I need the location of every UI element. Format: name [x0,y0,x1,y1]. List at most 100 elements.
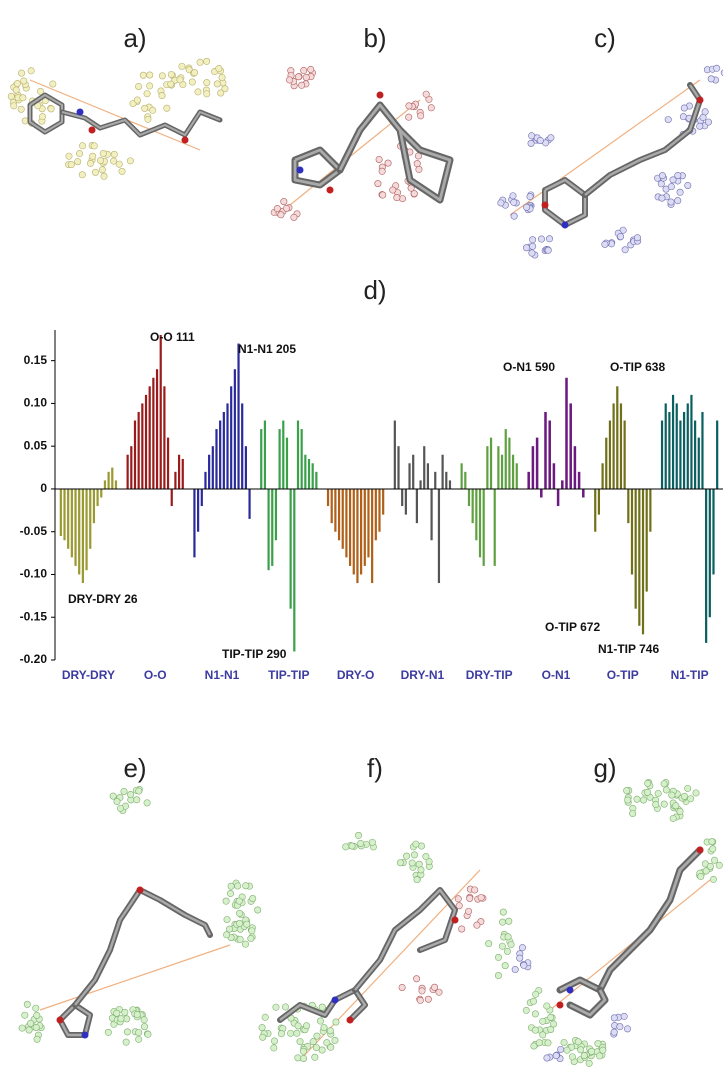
bar [260,429,263,489]
probe-sphere [158,72,166,80]
probe-sphere [163,104,171,112]
probe-sphere [78,171,86,179]
bar [159,335,162,489]
bar [649,488,652,532]
bar [114,480,118,489]
probe-sphere [249,894,257,902]
probe-sphere [620,1012,628,1020]
probe-sphere [529,236,537,244]
bar [679,420,682,489]
bar [356,488,359,584]
probe-sphere [676,188,684,196]
probe-sphere [536,136,544,144]
molecule-bond [566,986,609,1019]
probe-sphere [76,150,84,158]
probe-sphere [10,102,18,110]
bar [426,463,430,489]
probe-sphere [18,1024,26,1032]
probe-sphere [427,104,435,112]
probe-sphere [298,81,306,89]
probe-sphere [616,1023,624,1031]
bar [404,488,407,515]
probe-sphere [547,134,555,142]
bar [616,386,619,489]
probe-sphere [596,1052,604,1060]
probe-sphere [143,90,151,98]
atom [541,201,549,209]
bar [675,403,678,489]
probe-sphere [277,1030,285,1038]
bar [59,488,62,536]
probe-sphere [110,150,118,158]
probe-sphere [424,995,432,1003]
bar [267,488,270,571]
probe-sphere [98,166,106,174]
probe-sphere [599,1046,607,1054]
probe-sphere [580,1052,588,1060]
probe-sphere [79,142,87,150]
probe-sphere [544,1039,552,1047]
probe-sphere [516,954,524,962]
probe-sphere [511,966,519,974]
probe-sphere [120,787,128,795]
probe-sphere [178,62,186,70]
bar [401,488,404,507]
probe-sphere [543,1054,551,1062]
atom [561,221,569,229]
chart-title: d) [363,275,386,305]
bar [594,488,597,532]
probe-sphere [499,908,507,916]
probe-sphere [13,80,21,88]
atom [56,1016,64,1024]
atom [181,136,189,144]
probe-sphere [669,814,677,822]
probe-sphere [520,961,528,969]
probe-sphere [313,1032,321,1040]
bar [374,488,377,541]
panel-label: e) [123,753,146,783]
bar [423,446,426,489]
bar [511,454,515,489]
probe-sphere [158,92,166,100]
bar [352,488,355,575]
probe-sphere [527,139,535,147]
probe-sphere [498,942,506,950]
atom [296,166,304,174]
probe-sphere [425,858,433,866]
probe-sphere [223,916,231,924]
probe-sphere [585,1059,593,1067]
probe-sphere [667,198,675,206]
probe-sphere [680,792,688,800]
bar [74,488,77,566]
probe-sphere [300,1054,308,1062]
bar [100,488,103,498]
panel-label: a) [123,23,146,53]
probe-sphere [144,1030,152,1038]
molecule-bond-highlight [354,888,457,991]
probe-sphere [97,156,105,164]
probe-sphere [32,1023,40,1031]
probe-sphere [277,211,285,219]
bar [448,480,452,489]
bar [478,488,482,558]
probe-sphere [494,953,502,961]
probe-sphere [281,1003,289,1011]
bar [664,403,667,489]
bar [126,454,129,489]
probe-sphere [405,102,413,110]
probe-sphere [303,1022,311,1030]
bar [515,463,518,489]
probe-sphere [368,838,376,846]
probe-sphere [21,117,29,125]
molecule-bond-highlight [338,103,452,202]
probe-sphere [33,1035,41,1043]
probe-sphere [27,1019,35,1027]
probe-sphere [405,113,413,121]
bar [548,420,551,489]
probe-sphere [711,856,719,864]
distance-line [509,79,701,216]
probe-sphere [568,1053,576,1061]
bar [601,463,604,489]
probe-sphere [473,921,481,929]
probe-sphere [32,1004,40,1012]
